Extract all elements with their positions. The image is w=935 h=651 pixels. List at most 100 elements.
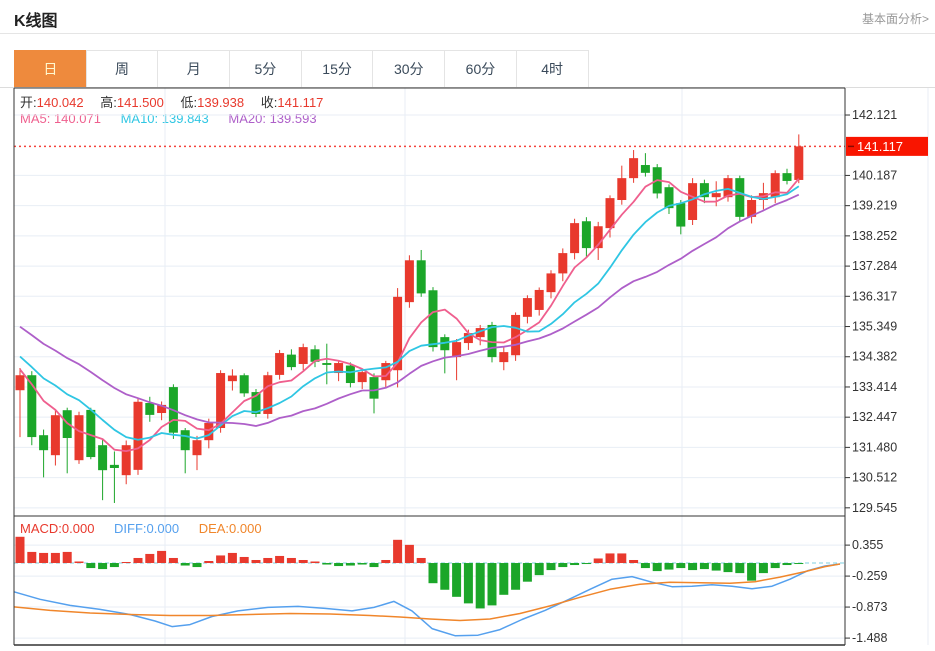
- macd-hist-bar: [15, 536, 25, 564]
- tab-5分[interactable]: 5分: [229, 50, 302, 88]
- open-label: 开:: [20, 95, 37, 110]
- candle-up: [452, 342, 462, 358]
- macd-hist-bar: [522, 563, 532, 582]
- price-tick-label: 138.252: [852, 229, 897, 243]
- candle-up: [357, 372, 367, 383]
- macd-hist-bar: [109, 563, 119, 568]
- macd-hist-bar: [227, 552, 237, 564]
- macd-hist-bar: [180, 563, 190, 566]
- macd-hist-bar: [770, 563, 780, 569]
- macd-hist-bar: [50, 552, 60, 564]
- price-tick-label: 136.317: [852, 289, 897, 303]
- candle-up: [499, 352, 509, 363]
- high-label: 高:: [100, 95, 117, 110]
- candle-down: [98, 445, 108, 471]
- macd-tick-label: -0.259: [852, 569, 887, 583]
- fundamental-analysis-link[interactable]: 基本面分析>: [861, 12, 929, 26]
- macd-hist-bar: [794, 563, 804, 565]
- macd-hist-bar: [617, 553, 627, 564]
- candle-down: [676, 203, 686, 227]
- low-group: 低:139.938: [181, 95, 245, 110]
- price-tick-label: 135.349: [852, 320, 897, 334]
- open-group: 开:140.042: [20, 95, 84, 110]
- candle-up: [770, 173, 780, 198]
- macd-hist-bar: [286, 557, 296, 564]
- macd-hist-bar: [62, 551, 72, 564]
- macd-hist-bar: [369, 563, 379, 568]
- high-value: 141.500: [116, 95, 164, 110]
- candle-down: [322, 363, 332, 365]
- candle-up: [133, 401, 143, 470]
- candle-up: [475, 328, 485, 338]
- candle-down: [640, 165, 650, 173]
- macd-tick-label: -1.488: [852, 631, 887, 645]
- macd-hist-bar: [298, 559, 308, 564]
- macd-hist-bar: [393, 539, 403, 564]
- candle-down: [180, 430, 190, 451]
- macd-hist-bar: [463, 563, 473, 604]
- macd-hist-bar: [605, 553, 615, 564]
- macd-hist-bar: [216, 555, 226, 564]
- macd-hist-bar: [381, 559, 391, 564]
- tab-15分[interactable]: 15分: [300, 50, 374, 88]
- candle-down: [286, 354, 296, 368]
- close-value: 141.117: [277, 95, 324, 110]
- macd-hist-bar: [593, 558, 603, 564]
- price-tick-label: 132.447: [852, 410, 897, 424]
- candle-up: [15, 375, 25, 391]
- macd-hist-bar: [74, 561, 84, 564]
- price-tick-label: 140.187: [852, 168, 897, 182]
- candle-up: [546, 273, 556, 293]
- price-tick-label: 137.284: [852, 259, 897, 273]
- tab-30分[interactable]: 30分: [372, 50, 446, 88]
- price-tick-label: 129.545: [852, 501, 897, 515]
- macd-hist-bar: [735, 563, 745, 574]
- low-label: 低:: [180, 95, 198, 110]
- candle-up: [534, 289, 544, 310]
- candle-up: [629, 158, 639, 179]
- macd-hist-bar: [758, 563, 768, 574]
- candle-up: [263, 375, 273, 414]
- candle-up: [192, 440, 202, 456]
- candle-up: [463, 333, 473, 344]
- candle-up: [711, 193, 721, 198]
- current-price-badge-label: 141.117: [857, 139, 903, 154]
- candle-down: [369, 377, 379, 399]
- candle-down: [109, 464, 119, 468]
- macd-hist-bar: [27, 551, 37, 564]
- candle-down: [145, 403, 155, 415]
- tab-日[interactable]: 日: [14, 50, 87, 88]
- candle-up: [381, 363, 391, 381]
- macd-hist-bar: [263, 557, 273, 564]
- macd-hist-bar: [157, 550, 167, 564]
- candle-up: [511, 314, 521, 356]
- header-divider: [0, 33, 935, 34]
- macd-hist-bar: [440, 563, 450, 590]
- price-tick-label: 133.414: [852, 380, 897, 394]
- macd-hist-bar: [534, 563, 544, 576]
- candle-up: [275, 353, 285, 375]
- macd-tick-label: 0.355: [852, 538, 883, 552]
- macd-legend: MACD:0.000: [20, 521, 95, 536]
- dea-line: [13, 563, 841, 622]
- macd-hist-bar: [676, 563, 686, 569]
- candle-down: [251, 392, 261, 414]
- candle-up: [605, 198, 615, 229]
- macd-hist-bar: [688, 563, 698, 571]
- candle-down: [664, 187, 674, 209]
- diff-line: [13, 563, 841, 637]
- macd-hist-bar: [239, 556, 249, 564]
- macd-hist-bar: [629, 559, 639, 564]
- candle-up: [204, 423, 214, 441]
- macd-hist-bar: [345, 563, 355, 566]
- macd-hist-bar: [640, 563, 650, 569]
- candle-down: [428, 290, 438, 348]
- tab-60分[interactable]: 60分: [444, 50, 517, 88]
- candle-up: [522, 298, 532, 317]
- tab-月[interactable]: 月: [157, 50, 231, 88]
- macd-hist-bar: [711, 563, 721, 571]
- candle-up: [298, 347, 308, 364]
- diff-legend: DIFF:0.000: [114, 521, 180, 536]
